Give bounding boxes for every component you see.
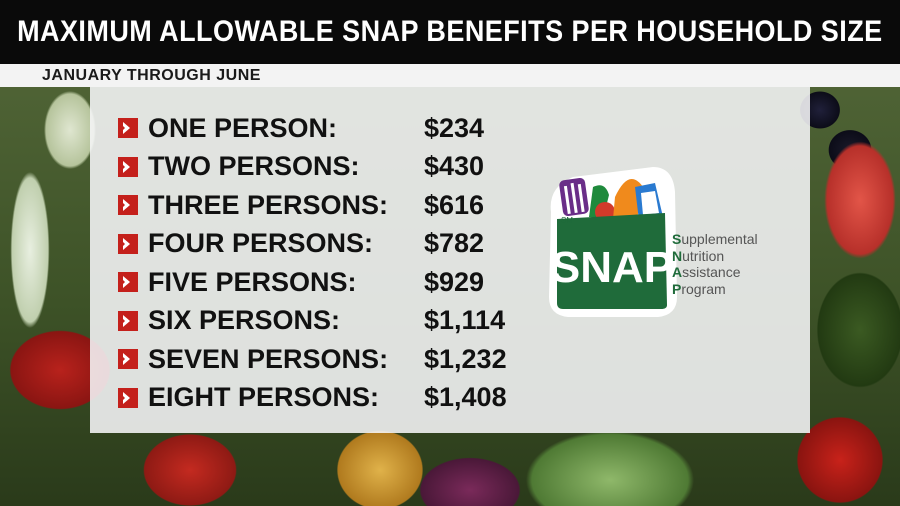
benefit-row-7: SEVEN PERSONS: $1,232 — [118, 340, 507, 379]
benefits-list: ONE PERSON: $234 TWO PERSONS: $430 THREE… — [118, 109, 507, 417]
household-size-label: THREE PERSONS: — [148, 189, 389, 220]
chevron-right-icon — [118, 310, 138, 331]
chevron-right-icon — [118, 387, 138, 408]
benefit-row-8: EIGHT PERSONS: $1,408 — [118, 379, 507, 418]
page-subtitle: JANUARY THROUGH JUNE — [42, 67, 261, 84]
chevron-right-icon — [118, 156, 138, 177]
household-size-label: TWO PERSONS: — [148, 151, 360, 182]
household-size-label: FIVE PERSONS: — [148, 266, 357, 297]
benefit-amount: $234 — [424, 112, 485, 143]
benefit-amount: $782 — [424, 228, 485, 259]
benefit-amount: $929 — [424, 266, 485, 297]
benefit-amount: $1,232 — [424, 343, 507, 374]
chevron-right-icon — [118, 118, 138, 139]
chevron-right-icon — [118, 349, 138, 370]
benefit-row-2: TWO PERSONS: $430 — [118, 148, 507, 187]
logo-line: Nutrition — [672, 247, 725, 264]
household-size-label: FOUR PERSONS: — [148, 228, 374, 259]
benefits-panel: ONE PERSON: $234 TWO PERSONS: $430 THREE… — [90, 87, 810, 433]
snap-logo: SM SNAP Supplemental Nutrition Assistanc… — [543, 157, 793, 322]
logo-line: Program — [672, 280, 726, 297]
household-size-label: EIGHT PERSONS: — [148, 382, 380, 413]
page-title: MAXIMUM ALLOWABLE SNAP BENEFITS PER HOUS… — [17, 15, 883, 48]
benefit-amount: $1,408 — [424, 382, 507, 413]
household-size-label: ONE PERSON: — [148, 112, 338, 143]
benefit-amount: $1,114 — [424, 305, 506, 336]
logo-program-name: Supplemental Nutrition Assistance Progra… — [672, 231, 797, 297]
subtitle-bar: JANUARY THROUGH JUNE — [0, 64, 900, 87]
grocery-bag-logo: SM SNAP — [549, 167, 677, 317]
household-size-label: SIX PERSONS: — [148, 305, 341, 336]
benefit-row-3: THREE PERSONS: $616 — [118, 186, 507, 225]
logo-line: Supplemental — [672, 231, 758, 247]
chevron-right-icon — [118, 272, 138, 293]
chevron-right-icon — [118, 233, 138, 254]
benefit-row-6: SIX PERSONS: $1,114 — [118, 302, 507, 341]
household-size-label: SEVEN PERSONS: — [148, 343, 389, 374]
chevron-right-icon — [118, 195, 138, 216]
snap-wordmark: SNAP — [551, 243, 673, 292]
benefit-row-5: FIVE PERSONS: $929 — [118, 263, 507, 302]
benefit-amount: $430 — [424, 151, 485, 182]
title-bar: MAXIMUM ALLOWABLE SNAP BENEFITS PER HOUS… — [0, 0, 900, 64]
logo-line: Assistance — [672, 264, 741, 280]
benefit-row-4: FOUR PERSONS: $782 — [118, 225, 507, 264]
benefit-row-1: ONE PERSON: $234 — [118, 109, 507, 148]
service-mark: SM — [561, 216, 573, 225]
benefit-amount: $616 — [424, 189, 485, 220]
